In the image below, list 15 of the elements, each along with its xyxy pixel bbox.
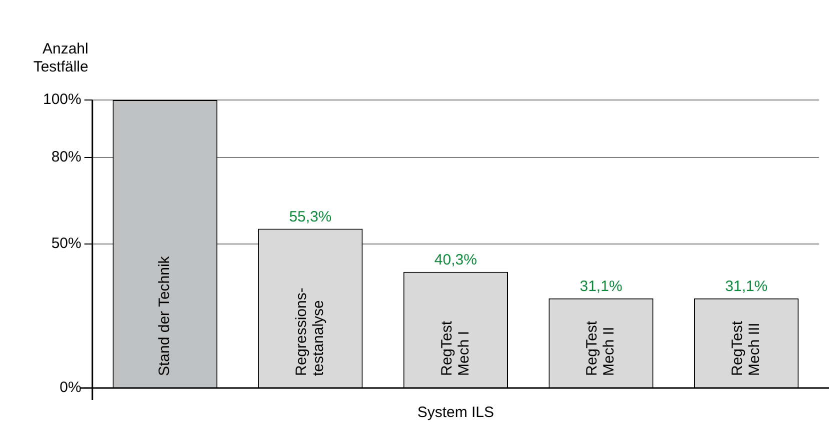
x-tick-label: Stand der Technik: [156, 256, 174, 376]
y-tick-label: 100%: [42, 91, 82, 108]
y-tick-label: 50%: [51, 235, 82, 252]
data-label: 40,3%: [434, 252, 477, 269]
data-label: 55,3%: [289, 208, 332, 226]
y-tick-label: 0%: [60, 379, 82, 396]
data-label: 31,1%: [725, 278, 768, 296]
y-tick-label: 80%: [51, 148, 82, 166]
x-tick-label: RegTest Mech I: [438, 320, 472, 376]
x-tick-label: Regressions- testanalyse: [292, 288, 327, 376]
x-tick-label: RegTest Mech III: [728, 320, 763, 376]
y-axis-title: Anzahl Testfälle: [33, 40, 88, 76]
x-axis-title: System ILS: [417, 404, 494, 422]
x-tick-label: RegTest Mech II: [584, 320, 618, 376]
data-label: 31,1%: [580, 278, 622, 296]
